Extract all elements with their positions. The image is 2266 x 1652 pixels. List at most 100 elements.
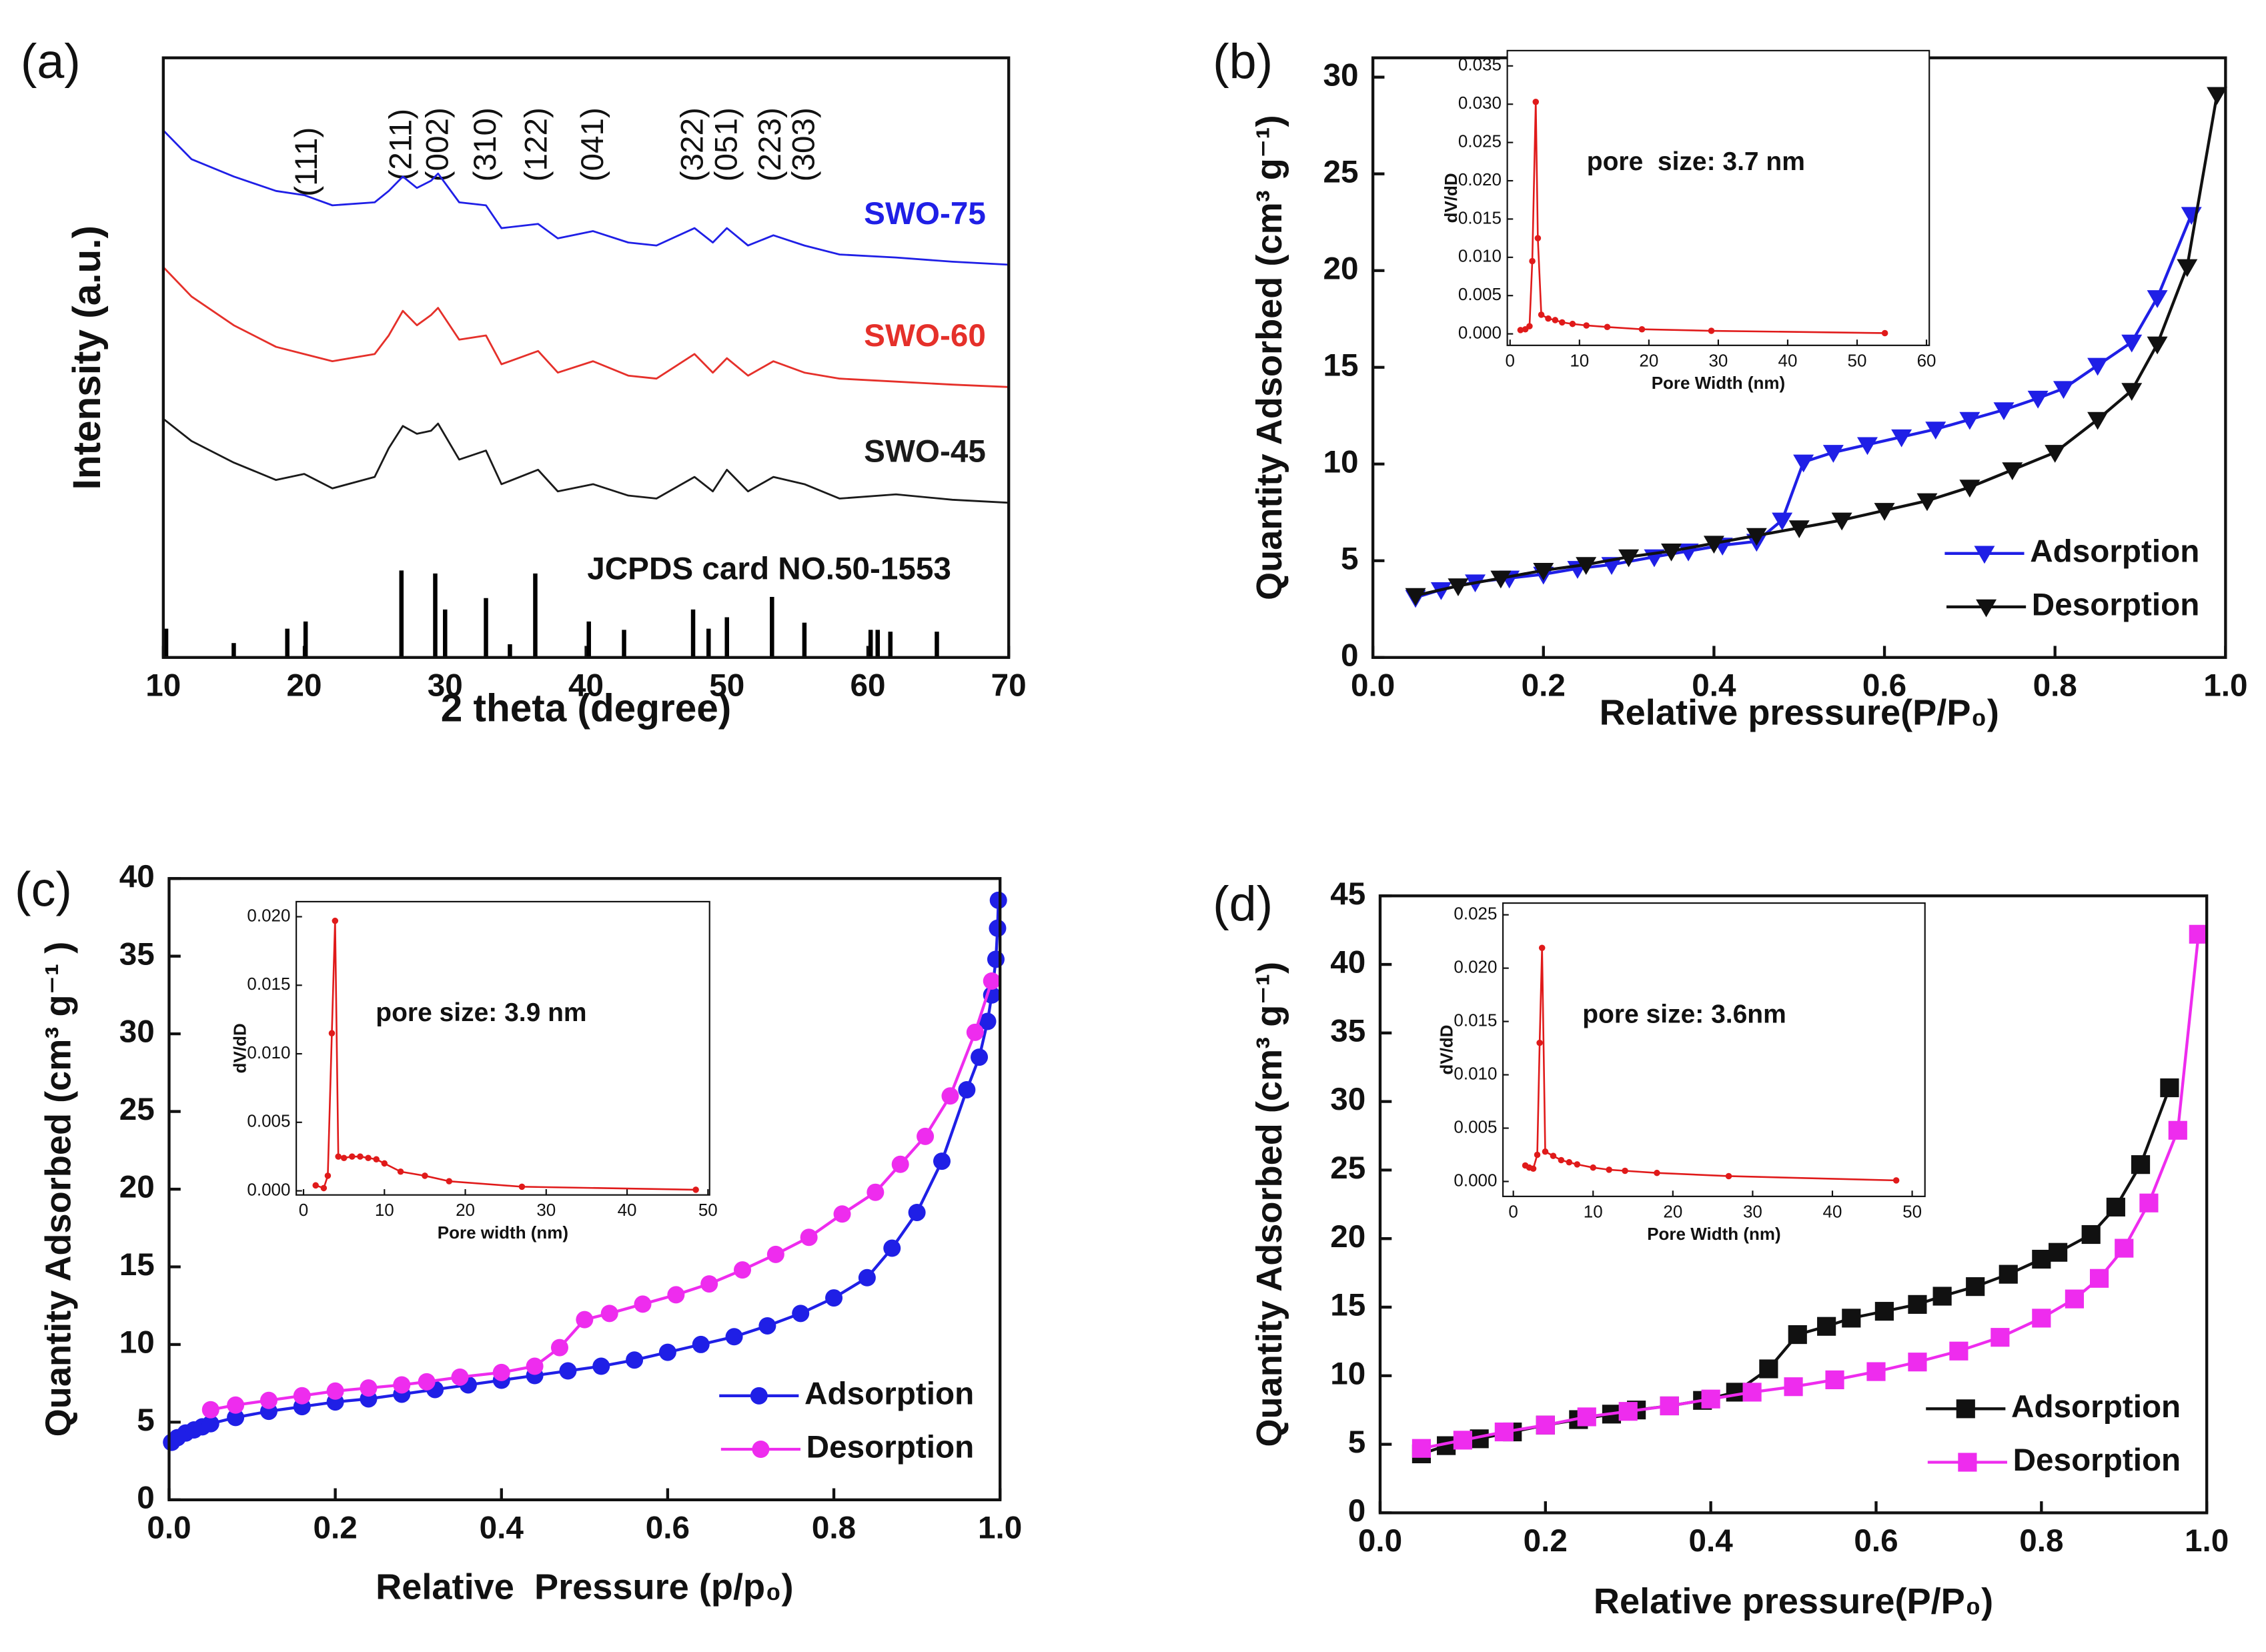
- marker: [2115, 1238, 2134, 1258]
- marker: [1993, 402, 2015, 421]
- y-tick-label: 0.035: [1458, 55, 1502, 75]
- x-tick-label: 50: [1848, 350, 1867, 370]
- marker: [320, 1184, 328, 1192]
- marker: [1622, 1167, 1628, 1174]
- peak-label: (041): [575, 107, 610, 181]
- marker: [634, 1295, 652, 1313]
- marker: [750, 1387, 768, 1405]
- marker: [2106, 1197, 2125, 1216]
- marker: [559, 1362, 577, 1380]
- y-tick-label: 25: [1330, 1150, 1365, 1186]
- y-tick-label: 0.015: [1454, 1010, 1497, 1030]
- marker: [1725, 1172, 1732, 1180]
- legend-label: Adsorption: [2030, 534, 2199, 569]
- x-tick-label: 50: [1902, 1201, 1922, 1221]
- marker: [1976, 599, 1997, 618]
- marker: [1532, 99, 1540, 105]
- marker: [1606, 1166, 1612, 1173]
- marker: [1908, 1353, 1927, 1372]
- x-tick-label: 0.8: [2033, 668, 2077, 704]
- marker: [518, 1183, 526, 1190]
- y-tick-label: 0.005: [1454, 1116, 1497, 1136]
- marker: [1411, 1439, 1432, 1458]
- marker: [360, 1379, 378, 1397]
- marker: [1866, 1362, 1886, 1381]
- x-tick-label: 30: [428, 668, 463, 704]
- marker: [332, 917, 339, 924]
- axes-frame: [161, 56, 1011, 659]
- y-tick-label: 0.010: [247, 1042, 290, 1062]
- marker: [734, 1261, 752, 1279]
- marker: [989, 891, 1007, 909]
- x-axis-label: Relative pressure(P/P₀): [1594, 1581, 1993, 1621]
- marker: [526, 1357, 544, 1375]
- marker: [1576, 557, 1597, 576]
- marker: [201, 1401, 219, 1419]
- x-tick-label: 10: [375, 1200, 394, 1220]
- marker: [1825, 1370, 1844, 1390]
- marker: [492, 1363, 510, 1381]
- marker: [373, 1156, 380, 1163]
- marker: [891, 1155, 909, 1173]
- marker: [867, 1183, 885, 1201]
- marker: [971, 1048, 989, 1066]
- peak-label: (223): [752, 107, 788, 181]
- y-tick-label: 20: [1323, 251, 1358, 286]
- x-tick-label: 1.0: [2203, 668, 2247, 704]
- marker: [1453, 1431, 1472, 1450]
- marker: [1405, 588, 1426, 606]
- x-tick-label: 20: [456, 1200, 475, 1220]
- x-tick-label: 60: [850, 668, 885, 704]
- marker: [418, 1373, 436, 1391]
- marker: [1654, 1169, 1660, 1176]
- marker: [1793, 454, 1814, 473]
- marker: [227, 1396, 245, 1414]
- peak-label: (310): [468, 107, 503, 181]
- marker: [576, 1311, 594, 1329]
- marker: [883, 1239, 901, 1257]
- marker: [1703, 536, 1724, 554]
- marker: [2160, 1078, 2179, 1098]
- x-tick-label: 10: [1570, 350, 1589, 370]
- x-tick-label: 0: [1508, 1201, 1518, 1221]
- marker: [1552, 317, 1559, 323]
- marker: [1772, 512, 1793, 531]
- marker: [1618, 549, 1640, 568]
- marker: [324, 1172, 332, 1179]
- marker: [227, 1409, 245, 1427]
- y-axis-label: Quantity Adsorbed (cm³ g⁻¹ ): [38, 942, 78, 1437]
- y-tick-label: 30: [119, 1014, 155, 1050]
- marker: [1618, 1402, 1638, 1421]
- marker: [1857, 437, 1878, 456]
- y-tick-label: 0.015: [247, 974, 290, 994]
- marker: [2089, 1269, 2109, 1288]
- y-axis-label: dV/dD: [230, 1023, 250, 1073]
- marker: [1583, 322, 1590, 329]
- marker: [1490, 570, 1512, 589]
- y-tick-label: 0.000: [1454, 1170, 1497, 1190]
- marker: [1958, 1453, 1977, 1472]
- marker: [2147, 290, 2168, 308]
- marker: [1661, 544, 1682, 562]
- marker: [1891, 429, 1912, 448]
- x-tick-label: 20: [1663, 1201, 1682, 1221]
- y-tick-label: 15: [1323, 347, 1358, 383]
- marker: [422, 1172, 428, 1179]
- marker: [858, 1269, 876, 1287]
- y-tick-label: 0.005: [1458, 284, 1502, 304]
- marker: [825, 1289, 843, 1307]
- marker: [833, 1205, 851, 1223]
- axes-frame: [1506, 49, 1930, 346]
- marker: [2002, 462, 2023, 480]
- marker: [2049, 1243, 2068, 1262]
- marker: [1956, 1399, 1975, 1419]
- marker: [1916, 493, 1938, 512]
- marker: [365, 1154, 372, 1161]
- x-tick-label: 20: [1639, 350, 1658, 370]
- series-label: SWO-75: [864, 196, 986, 231]
- marker: [958, 1080, 976, 1098]
- x-tick-label: 0.2: [1522, 668, 1566, 704]
- y-tick-label: 30: [1330, 1082, 1365, 1117]
- marker: [725, 1328, 743, 1346]
